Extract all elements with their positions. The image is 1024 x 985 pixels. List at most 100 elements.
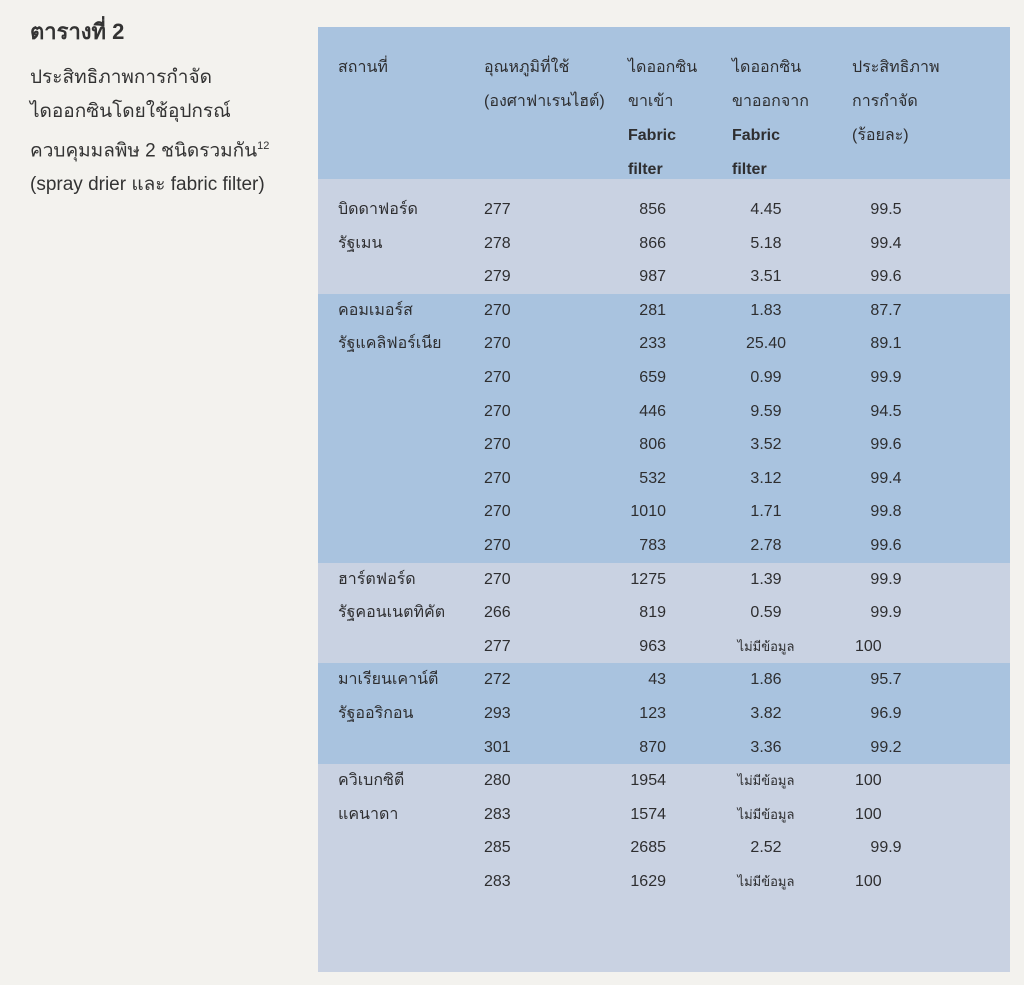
table-row: คอมเมอร์ส 270 281 1.83 87.7 xyxy=(318,294,1010,328)
cell-outlet: 3.82 xyxy=(750,704,782,722)
cell-inlet: 1629 xyxy=(630,872,666,890)
header-inlet-th: ไดออกซิน ขาเข้า xyxy=(628,59,698,110)
cell-efficiency: 100 xyxy=(855,772,882,790)
table-row: 270 1010 1.71 99.8 xyxy=(318,495,1010,529)
cell-temp: 270 xyxy=(484,436,511,454)
cell-outlet: ไม่มีข้อมูล xyxy=(737,773,795,789)
header-efficiency: ประสิทธิภาพ การกำจัด (ร้อยละ) xyxy=(852,59,940,144)
cell-inlet: 2685 xyxy=(630,839,666,857)
cell-outlet: 3.51 xyxy=(750,268,782,286)
cell-place: ควิเบกซิตี xyxy=(338,772,405,790)
cell-efficiency: 96.9 xyxy=(870,704,902,722)
cell-inlet: 1954 xyxy=(630,772,666,790)
cell-temp: 280 xyxy=(484,772,511,790)
caption-title: ตารางที่ 2 xyxy=(30,19,125,44)
table-group: มาเรียนเคาน์ตี 272 43 1.86 95.7 รัฐออริกอน 293… xyxy=(318,663,1010,765)
cell-inlet: 1574 xyxy=(630,805,666,823)
table-row: รัฐเมน 278 866 5.18 99.4 xyxy=(318,227,1010,261)
cell-efficiency: 99.5 xyxy=(870,201,902,218)
cell-place: ฮาร์ตฟอร์ด xyxy=(338,570,416,588)
cell-outlet: ไม่มีข้อมูล xyxy=(737,873,795,889)
cell-efficiency: 99.8 xyxy=(870,503,902,521)
cell-inlet: 123 xyxy=(639,704,666,722)
cell-temp: 270 xyxy=(484,503,511,521)
cell-temp: 293 xyxy=(484,704,511,722)
table-row: 277 963 ไม่มีข้อมูล 100 xyxy=(318,630,1010,664)
cell-inlet: 866 xyxy=(639,234,666,252)
cell-inlet: 281 xyxy=(639,301,666,319)
cell-inlet: 783 xyxy=(639,536,666,554)
cell-inlet: 806 xyxy=(639,436,666,454)
cell-efficiency: 99.4 xyxy=(870,234,902,252)
cell-temp: 270 xyxy=(484,536,511,554)
cell-outlet: 1.86 xyxy=(750,671,782,689)
table-row: บิดดาฟอร์ด 277 856 4.45 99.5 xyxy=(318,193,1010,227)
cell-place: รัฐคอนเนตทิคัต xyxy=(338,604,446,622)
cell-outlet: 1.71 xyxy=(750,503,782,521)
cell-efficiency: 99.4 xyxy=(870,469,902,487)
cell-place: รัฐเมน xyxy=(338,234,383,252)
header-inlet: ไดออกซิน ขาเข้า Fabric filter xyxy=(628,51,697,187)
cell-temp: 270 xyxy=(484,402,511,420)
cell-efficiency: 99.9 xyxy=(870,570,902,588)
cell-temp: 266 xyxy=(484,604,511,622)
table-row: รัฐแคลิฟอร์เนีย 270 233 25.40 89.1 xyxy=(318,327,1010,361)
caption-line: ไดออกซินโดยใช้อุปกรณ์ xyxy=(30,101,231,122)
header-outlet-th: ไดออกซิน ขาออกจาก xyxy=(732,59,809,110)
caption-line-text: ควบคุมมลพิษ 2 ชนิดรวมกัน xyxy=(30,140,258,162)
cell-temp: 270 xyxy=(484,570,511,588)
table-group: คอมเมอร์ส 270 281 1.83 87.7 รัฐแคลิฟอร์เนีย 27… xyxy=(318,293,1010,563)
caption-line: (spray drier และ fabric filter) xyxy=(30,174,265,196)
cell-inlet: 233 xyxy=(639,335,666,353)
table-row: แคนาดา 283 1574 ไม่มีข้อมูล 100 xyxy=(318,798,1010,832)
cell-outlet: 0.59 xyxy=(750,604,782,622)
table-row: 301 870 3.36 99.2 xyxy=(318,731,1010,765)
table-row: รัฐคอนเนตทิคัต 266 819 0.59 99.9 xyxy=(318,596,1010,630)
table-group: บิดดาฟอร์ด 277 856 4.45 99.5 รัฐเมน 278 866 5.18… xyxy=(318,179,1010,294)
cell-place: รัฐแคลิฟอร์เนีย xyxy=(338,335,442,353)
cell-efficiency: 95.7 xyxy=(870,671,902,689)
table-row: 279 987 3.51 99.6 xyxy=(318,260,1010,294)
cell-efficiency: 100 xyxy=(855,872,882,890)
cell-temp: 279 xyxy=(484,268,511,286)
cell-temp: 301 xyxy=(484,738,511,756)
cell-inlet: 987 xyxy=(639,268,666,286)
cell-temp: 283 xyxy=(484,872,511,890)
table-row: 285 2685 2.52 99.9 xyxy=(318,831,1010,865)
cell-outlet: 3.36 xyxy=(750,738,782,756)
cell-temp: 270 xyxy=(484,469,511,487)
cell-inlet: 870 xyxy=(639,738,666,756)
table-row: 270 532 3.12 99.4 xyxy=(318,462,1010,496)
cell-efficiency: 99.9 xyxy=(870,368,902,386)
header-place: สถานที่ xyxy=(338,59,388,76)
cell-efficiency: 99.9 xyxy=(870,604,902,622)
cell-efficiency: 89.1 xyxy=(870,335,902,353)
cell-inlet: 43 xyxy=(648,671,666,689)
header-outlet-en: Fabric filter xyxy=(732,127,781,178)
table-row: 270 783 2.78 99.6 xyxy=(318,529,1010,563)
cell-temp: 272 xyxy=(484,671,511,689)
cell-outlet: 3.12 xyxy=(750,469,782,487)
cell-temp: 270 xyxy=(484,301,511,319)
cell-efficiency: 94.5 xyxy=(870,402,902,420)
table-row: 283 1629 ไม่มีข้อมูล 100 xyxy=(318,865,1010,899)
table-row: ควิเบกซิตี 280 1954 ไม่มีข้อมูล 100 xyxy=(318,764,1010,798)
cell-outlet: ไม่มีข้อมูล xyxy=(737,806,795,822)
table-row: ฮาร์ตฟอร์ด 270 1275 1.39 99.9 xyxy=(318,563,1010,597)
cell-efficiency: 99.6 xyxy=(870,536,902,554)
caption-line: ควบคุมมลพิษ 2 ชนิดรวมกัน12 xyxy=(30,129,310,168)
caption-line: ประสิทธิภาพการกำจัด xyxy=(30,67,212,88)
cell-temp: 278 xyxy=(484,234,511,252)
cell-inlet: 659 xyxy=(639,368,666,386)
cell-efficiency: 99.2 xyxy=(870,738,902,756)
cell-temp: 277 xyxy=(484,201,511,218)
cell-outlet: 1.39 xyxy=(750,570,782,588)
cell-inlet: 963 xyxy=(639,637,666,655)
cell-temp: 270 xyxy=(484,368,511,386)
cell-outlet: 9.59 xyxy=(750,402,782,420)
cell-outlet: ไม่มีข้อมูล xyxy=(737,638,795,654)
table-group: ควิเบกซิตี 280 1954 ไม่มีข้อมูล 100 แคนาดา 283… xyxy=(318,764,1010,972)
cell-place: มาเรียนเคาน์ตี xyxy=(338,671,439,689)
cell-outlet: 25.40 xyxy=(745,335,787,353)
cell-outlet: 5.18 xyxy=(750,234,782,252)
